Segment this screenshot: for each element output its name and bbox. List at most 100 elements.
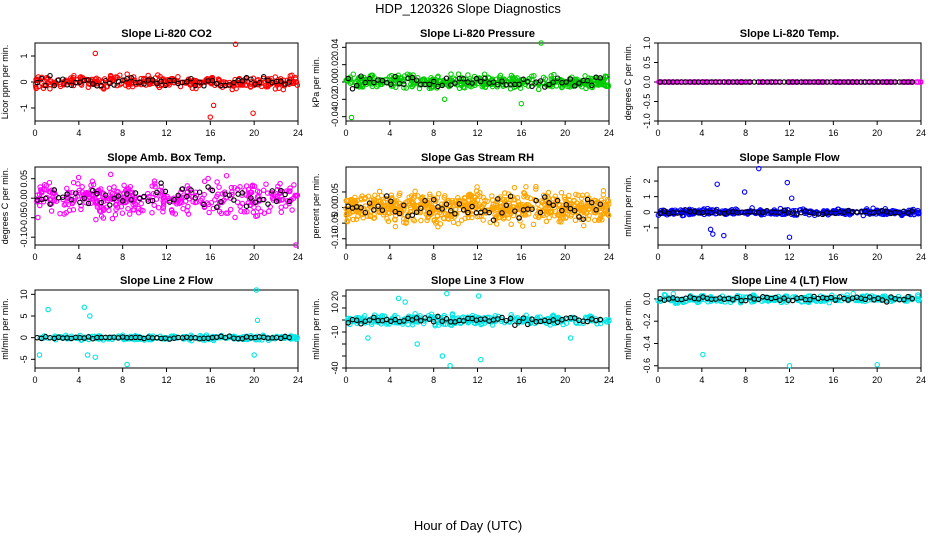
data-point: [376, 188, 383, 195]
reference-point: [149, 197, 156, 204]
data-point: [263, 82, 269, 89]
reference-point: [537, 209, 544, 216]
data-point: [360, 215, 366, 221]
y-axis-title: degrees C per min.: [0, 168, 10, 245]
data-point: [218, 210, 225, 217]
data-point: [118, 203, 125, 210]
reference-point: [499, 210, 505, 216]
data-point: [558, 189, 565, 196]
x-tick-label: 20: [560, 252, 570, 262]
reference-point: [154, 80, 160, 87]
data-point: [95, 188, 101, 194]
reference-point: [119, 198, 126, 204]
x-tick-label: 16: [205, 375, 215, 385]
data-point: [603, 74, 609, 80]
data-point: [152, 183, 158, 190]
data-point: [505, 215, 512, 221]
data-point: [571, 197, 577, 204]
series-points: [34, 171, 301, 248]
series-points: [655, 290, 922, 369]
data-point: [724, 79, 730, 85]
data-point: [411, 193, 418, 199]
reference-point: [379, 207, 386, 213]
x-tick-label: 24: [604, 375, 614, 385]
data-point: [292, 193, 299, 199]
reference-point: [128, 197, 134, 203]
reference-point: [742, 297, 749, 304]
data-point: [48, 208, 55, 214]
reference-point: [358, 73, 364, 79]
reference-point: [226, 192, 233, 198]
data-point: [475, 191, 481, 198]
data-point: [521, 194, 527, 200]
reference-point: [661, 208, 668, 214]
reference-point: [94, 190, 100, 197]
data-point: [69, 79, 75, 85]
reference-point: [798, 294, 804, 301]
reference-point: [47, 72, 53, 79]
reference-point: [430, 196, 437, 203]
reference-point: [201, 83, 207, 89]
data-point: [784, 179, 791, 186]
x-tick-label: 0: [32, 252, 37, 262]
reference-point: [832, 297, 839, 303]
data-point: [158, 76, 165, 82]
data-point: [605, 212, 612, 219]
x-tick-label: 16: [205, 128, 215, 138]
data-point: [254, 317, 261, 324]
data-point: [160, 192, 166, 198]
data-point: [216, 184, 222, 190]
data-point: [216, 335, 223, 341]
reference-point: [383, 316, 390, 323]
x-tick-label: 12: [784, 375, 794, 385]
y-tick-label: 0.00: [330, 73, 340, 91]
data-point: [428, 311, 435, 317]
reference-point: [520, 76, 527, 83]
reference-point: [196, 189, 203, 195]
data-point: [467, 192, 473, 198]
data-point: [180, 205, 186, 212]
x-tick-label: 8: [120, 375, 125, 385]
data-point: [463, 202, 469, 209]
data-point: [234, 199, 241, 206]
data-point: [89, 195, 95, 202]
reference-point: [486, 209, 492, 216]
reference-point: [248, 195, 254, 201]
data-point: [38, 188, 45, 195]
data-point: [367, 212, 374, 219]
reference-point: [273, 198, 280, 205]
x-tick-label: 4: [699, 375, 704, 385]
data-point: [249, 182, 256, 189]
x-tick-label: 4: [76, 252, 81, 262]
reference-point: [260, 74, 267, 80]
reference-point: [550, 317, 557, 323]
reference-point: [98, 82, 105, 89]
data-point: [223, 172, 230, 179]
y-tick-label: 0: [642, 210, 652, 215]
data-point: [81, 304, 88, 311]
data-point: [249, 334, 255, 340]
y-tick-label: -0.02: [330, 89, 340, 110]
data-point: [260, 187, 267, 194]
data-point: [714, 181, 720, 187]
data-point: [33, 85, 39, 92]
data-point: [348, 114, 355, 121]
reference-point: [597, 201, 604, 207]
reference-point: [349, 86, 356, 92]
data-point: [388, 204, 394, 211]
data-point: [405, 321, 411, 328]
x-tick-label: 16: [828, 128, 838, 138]
data-point: [364, 210, 371, 216]
data-point: [434, 212, 441, 219]
reference-point: [60, 76, 66, 82]
data-point: [250, 110, 256, 116]
data-point: [160, 209, 166, 215]
y-tick-label: -0.04: [330, 106, 340, 127]
data-point: [707, 226, 714, 233]
data-point: [265, 337, 272, 344]
reference-point: [85, 334, 92, 340]
data-point: [392, 84, 399, 91]
reference-point: [789, 297, 796, 304]
data-point: [801, 295, 808, 302]
reference-point: [196, 79, 203, 85]
